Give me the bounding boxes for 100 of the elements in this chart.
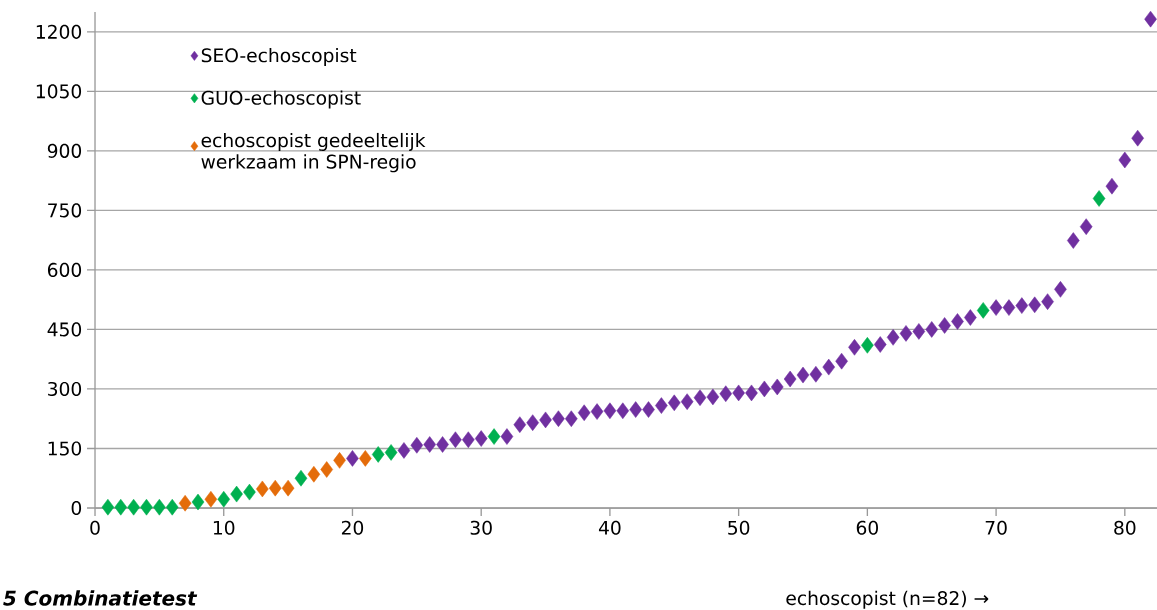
point bbox=[861, 337, 874, 354]
point bbox=[745, 384, 758, 402]
point bbox=[668, 394, 681, 412]
point bbox=[642, 401, 655, 418]
x-tick-label: 80 bbox=[1114, 520, 1136, 535]
x-tick-label: 60 bbox=[856, 520, 878, 535]
point bbox=[938, 317, 951, 334]
point bbox=[1015, 297, 1029, 314]
point bbox=[706, 388, 720, 406]
point bbox=[230, 485, 243, 503]
point bbox=[178, 494, 192, 512]
point bbox=[719, 385, 733, 402]
point bbox=[1067, 232, 1080, 249]
x-tick-label: 40 bbox=[598, 520, 621, 535]
point bbox=[796, 366, 810, 384]
point bbox=[500, 428, 514, 445]
point bbox=[256, 480, 269, 498]
x-tick-label: 50 bbox=[728, 520, 750, 535]
y-tick-label: 300 bbox=[48, 381, 82, 397]
x-tick-label: 30 bbox=[470, 520, 492, 535]
point bbox=[243, 483, 256, 501]
point bbox=[1054, 281, 1067, 298]
point bbox=[1092, 190, 1106, 207]
y-tick-label: 0 bbox=[71, 500, 82, 516]
point bbox=[307, 465, 321, 483]
point bbox=[758, 380, 771, 398]
point bbox=[912, 323, 926, 340]
x-tick-label: 0 bbox=[90, 520, 100, 535]
point bbox=[101, 498, 115, 516]
point bbox=[526, 414, 539, 431]
legend-label: GUO-echoscopist bbox=[201, 90, 361, 109]
point bbox=[577, 404, 591, 422]
point bbox=[629, 401, 642, 418]
point bbox=[822, 358, 836, 376]
y-tick-label: 450 bbox=[47, 322, 82, 337]
point bbox=[513, 416, 527, 433]
point bbox=[397, 442, 411, 459]
point bbox=[320, 461, 333, 478]
x-tick-label: 20 bbox=[341, 520, 364, 535]
point bbox=[693, 389, 707, 406]
point bbox=[552, 410, 565, 427]
point bbox=[539, 411, 552, 429]
point bbox=[474, 430, 488, 447]
point bbox=[951, 313, 964, 330]
y-tick-label: 900 bbox=[47, 143, 82, 158]
y-tick-label: 600 bbox=[47, 262, 82, 277]
point bbox=[655, 397, 668, 414]
y-tick-label: 750 bbox=[48, 203, 82, 218]
point bbox=[809, 366, 823, 383]
point bbox=[1079, 218, 1093, 235]
point bbox=[835, 352, 848, 370]
text: 5 Combinatietest bbox=[3, 590, 198, 606]
point bbox=[770, 378, 784, 396]
point bbox=[410, 437, 424, 454]
point bbox=[873, 336, 887, 353]
point bbox=[281, 479, 295, 497]
point bbox=[565, 410, 578, 427]
point bbox=[680, 393, 694, 410]
point bbox=[204, 490, 218, 508]
point bbox=[371, 446, 385, 463]
point bbox=[127, 498, 140, 516]
point bbox=[462, 431, 475, 448]
point bbox=[268, 479, 282, 497]
point bbox=[436, 436, 449, 453]
legend-label: SEO-echoscopist bbox=[201, 47, 357, 66]
y-tick-label: 150 bbox=[48, 441, 82, 456]
point bbox=[886, 329, 900, 346]
point bbox=[294, 469, 308, 487]
point bbox=[165, 498, 179, 516]
point bbox=[1002, 299, 1016, 316]
point bbox=[590, 403, 604, 420]
point bbox=[487, 428, 501, 445]
point bbox=[976, 302, 990, 319]
point bbox=[346, 450, 359, 467]
point bbox=[732, 384, 745, 402]
point bbox=[217, 490, 231, 508]
point bbox=[1041, 293, 1054, 310]
legend-label: echoscopist gedeeltelijk werkzaam in SPN-regio bbox=[201, 132, 426, 173]
point bbox=[384, 444, 398, 461]
point bbox=[1131, 129, 1144, 147]
point bbox=[925, 321, 938, 338]
x-tick-label: 10 bbox=[213, 520, 235, 535]
point bbox=[1028, 296, 1041, 314]
point bbox=[333, 452, 346, 469]
point bbox=[848, 339, 861, 356]
point bbox=[191, 493, 205, 511]
point bbox=[153, 498, 166, 516]
point bbox=[1105, 177, 1119, 195]
point bbox=[449, 431, 462, 448]
x-axis-title: echoscopist (n=82) → bbox=[786, 590, 989, 609]
y-tick-label: 1050 bbox=[36, 84, 82, 99]
x-tick-label: 70 bbox=[985, 520, 1007, 535]
point bbox=[783, 370, 797, 388]
point bbox=[140, 498, 153, 516]
point bbox=[114, 498, 128, 516]
point bbox=[603, 402, 617, 420]
point bbox=[423, 436, 436, 453]
point bbox=[1118, 151, 1132, 169]
point bbox=[899, 325, 913, 342]
y-tick-label: 1200 bbox=[36, 24, 82, 39]
